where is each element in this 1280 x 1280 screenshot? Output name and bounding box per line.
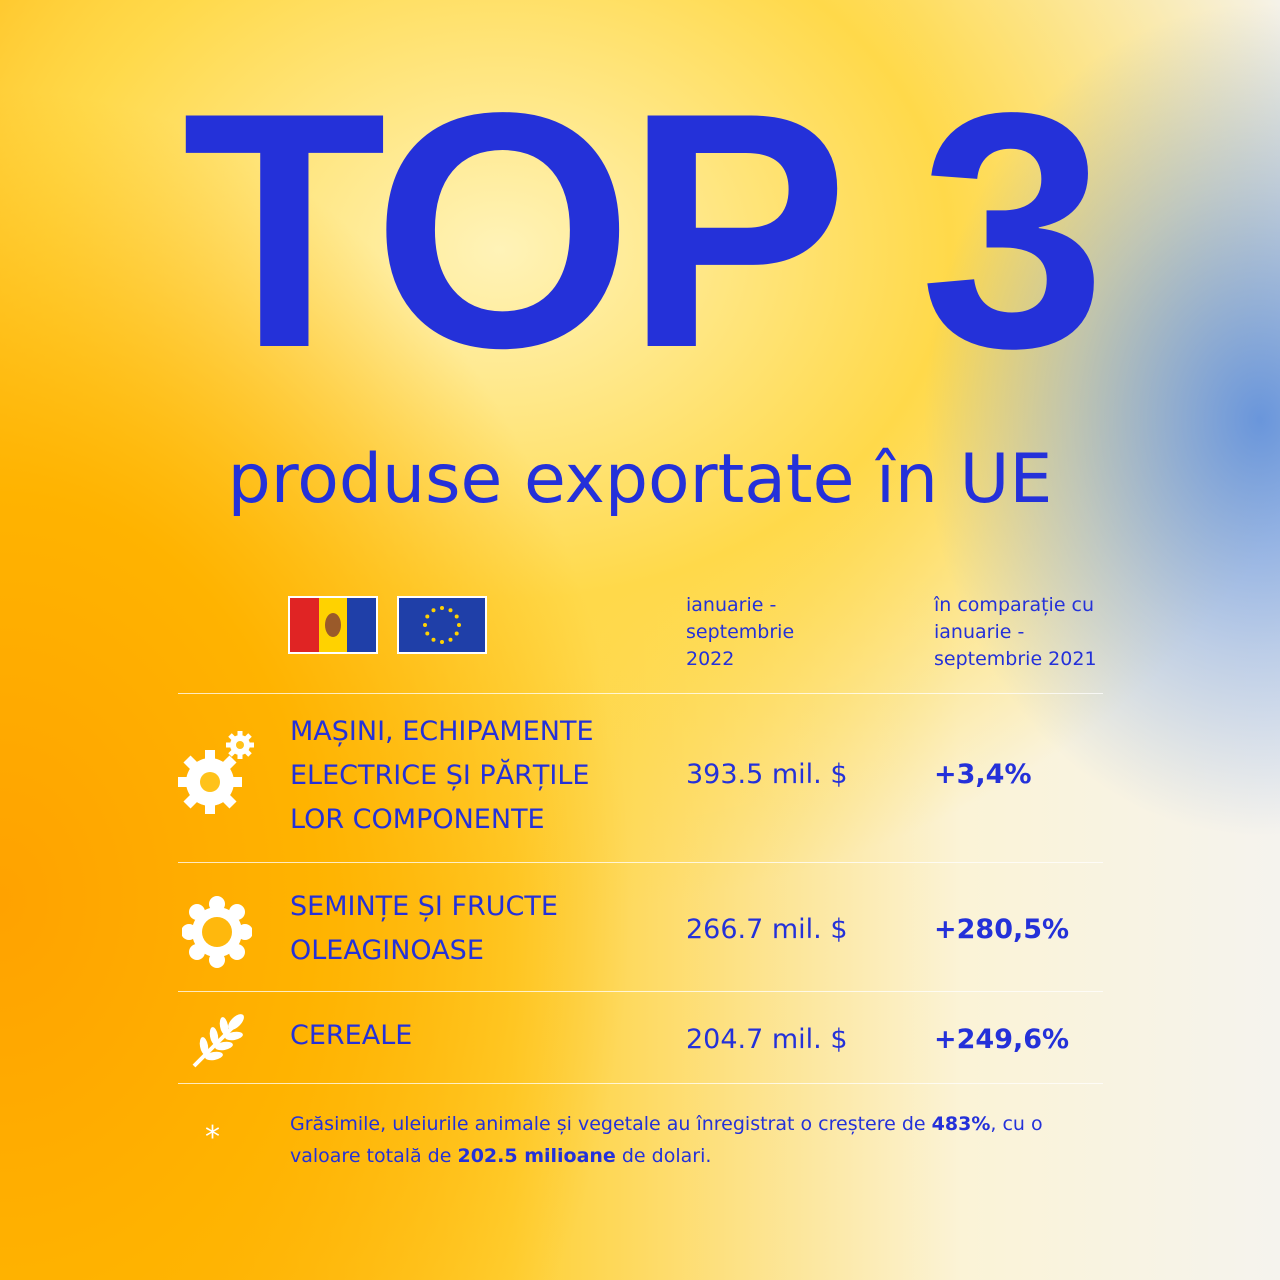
export-value: 393.5 mil. $ bbox=[686, 759, 848, 790]
footnote-text: Grăsimile, uleiurile animale și vegetale… bbox=[290, 1113, 932, 1135]
title: TOP 3 bbox=[182, 43, 1106, 417]
column-header: ianuarie - septembrie 2022 bbox=[686, 594, 795, 670]
product-name: SEMINȚE ȘI FRUCTE OLEAGINOASE bbox=[290, 891, 558, 966]
flower-icon bbox=[182, 896, 252, 968]
divider bbox=[178, 862, 1103, 863]
column-header: în comparație cu ianuarie - septembrie 2… bbox=[934, 594, 1097, 670]
change-percent: +249,6% bbox=[934, 1024, 1070, 1055]
eu-flag bbox=[397, 596, 487, 654]
product-name: MAȘINI, ECHIPAMENTE ELECTRICE ȘI PĂRȚILE… bbox=[290, 716, 594, 835]
footnote-highlight: 202.5 milioane bbox=[457, 1145, 616, 1167]
footnote-text: , cu o valoare totală de bbox=[290, 1113, 1043, 1167]
wheat-icon bbox=[192, 1014, 244, 1068]
export-value: 204.7 mil. $ bbox=[686, 1024, 848, 1055]
divider bbox=[178, 693, 1103, 694]
divider bbox=[178, 991, 1103, 992]
footnote: Grăsimile, uleiurile animale și vegetale… bbox=[290, 1108, 1090, 1172]
moldova-flag bbox=[288, 596, 378, 654]
change-percent: +3,4% bbox=[934, 759, 1032, 790]
footnote-marker: * bbox=[205, 1120, 220, 1155]
change-percent: +280,5% bbox=[934, 914, 1070, 945]
product-name: CEREALE bbox=[290, 1020, 413, 1051]
subtitle: produse exportate în UE bbox=[227, 440, 1053, 519]
footnote-highlight: 483% bbox=[931, 1113, 991, 1135]
export-value: 266.7 mil. $ bbox=[686, 914, 848, 945]
gear-icon bbox=[178, 731, 254, 814]
footnote-text: de dolari. bbox=[615, 1145, 712, 1167]
divider bbox=[178, 1083, 1103, 1084]
